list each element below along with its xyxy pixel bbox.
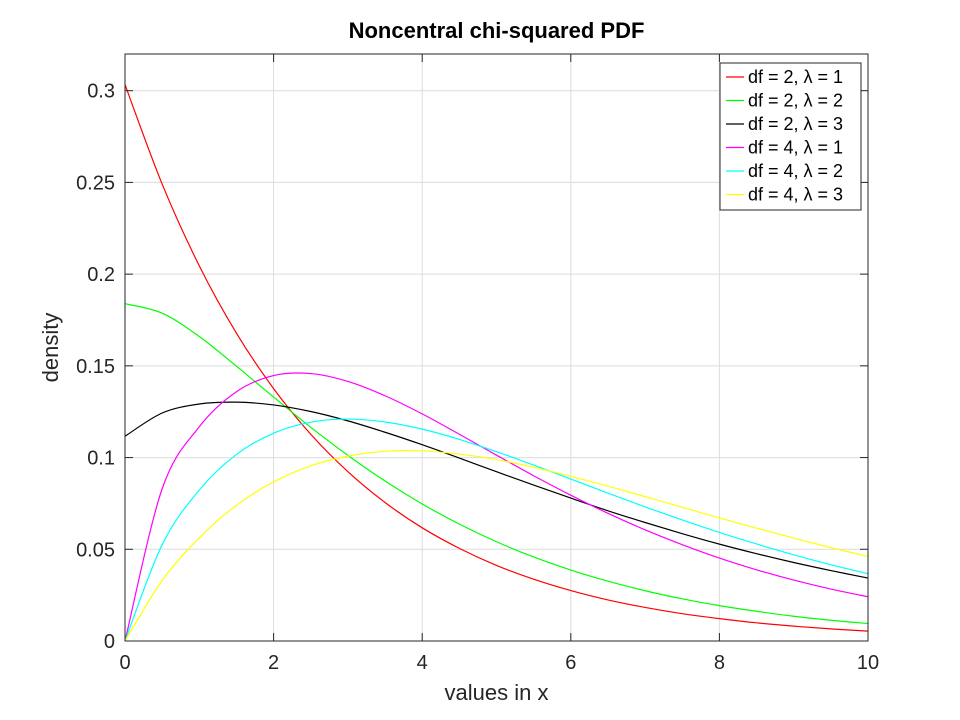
legend: df = 2, λ = 1 df = 2, λ = 2 df = 2, λ = 3 d…: [719, 62, 862, 211]
chart-title: Noncentral chi-squared PDF: [349, 18, 645, 43]
series-line-6: [124, 450, 869, 642]
series-line-2: [124, 303, 869, 625]
plot-frame: [124, 53, 869, 642]
series-lines: [124, 84, 869, 642]
x-tick-label: 0: [119, 652, 130, 674]
x-tick-label: 10: [857, 652, 879, 674]
y-tick-label: 0.25: [76, 172, 115, 194]
legend-entry: df = 4, λ = 1: [748, 138, 843, 158]
legend-box: [719, 62, 862, 211]
y-tick-label: 0.2: [87, 264, 115, 286]
x-axis-label: values in x: [445, 680, 549, 705]
series-line-1: [124, 84, 869, 632]
legend-entry: df = 4, λ = 3: [748, 185, 843, 205]
y-tick-label: 0.15: [76, 356, 115, 378]
legend-entry: df = 2, λ = 1: [748, 67, 843, 87]
axis-ticks: 0 2 4 6 8 10 0 0.05 0.1 0.15 0.2 0.25 0.3: [76, 54, 879, 674]
series-line-3: [124, 401, 869, 579]
x-tick-label: 6: [565, 652, 576, 674]
series-line-4: [124, 372, 869, 642]
y-tick-label: 0: [104, 631, 115, 653]
y-tick-label: 0.05: [76, 539, 115, 561]
legend-entry: df = 4, λ = 2: [748, 161, 843, 181]
y-tick-label: 0.3: [87, 81, 115, 103]
legend-entry: df = 2, λ = 2: [748, 91, 843, 111]
y-axis-label: density: [38, 313, 63, 383]
legend-entry: df = 2, λ = 3: [748, 114, 843, 134]
x-tick-label: 8: [714, 652, 725, 674]
series-line-5: [124, 418, 869, 642]
y-tick-label: 0.1: [87, 448, 115, 470]
x-tick-label: 2: [268, 652, 279, 674]
x-tick-label: 4: [417, 652, 428, 674]
